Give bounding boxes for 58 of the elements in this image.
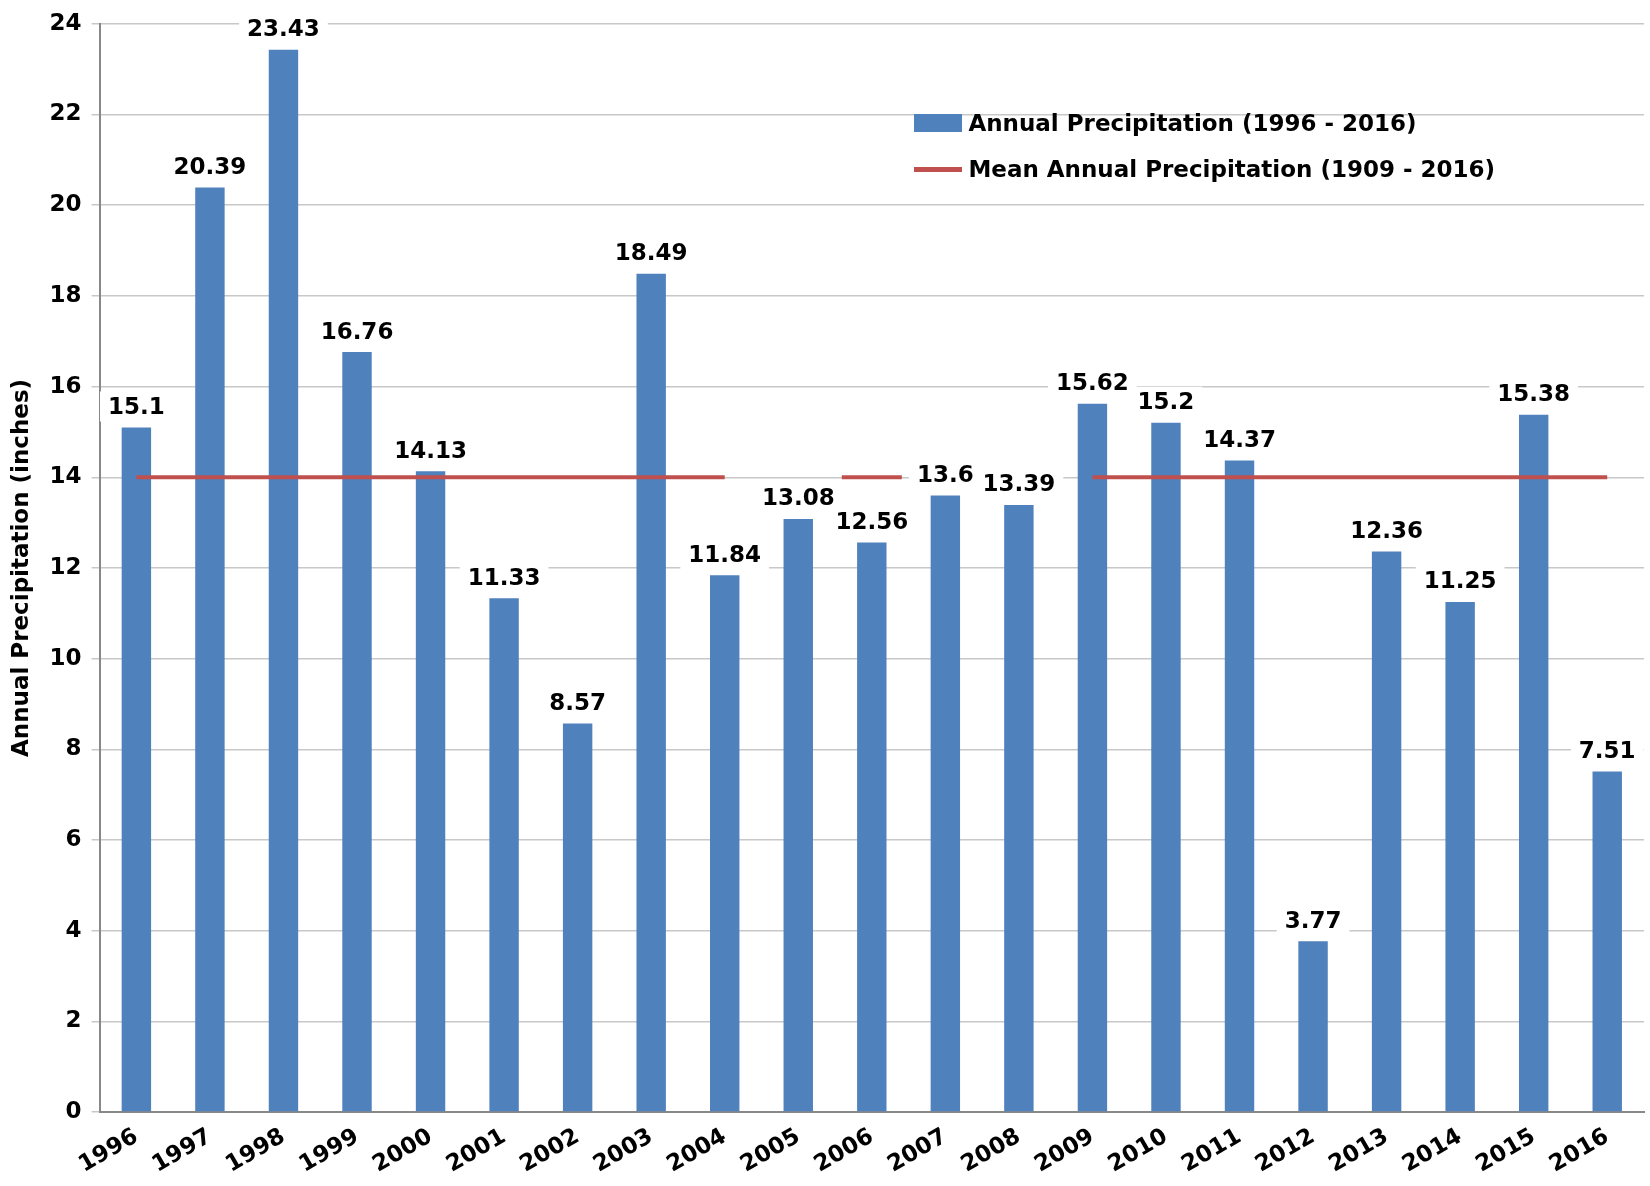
y-tick-label: 12 <box>49 552 82 579</box>
y-tick-label: 18 <box>49 280 82 307</box>
y-tick-label: 14 <box>49 462 82 489</box>
y-tick-label: 6 <box>65 824 82 851</box>
bar <box>342 352 372 1112</box>
bar <box>1518 414 1549 1112</box>
data-label: 11.25 <box>1423 567 1497 594</box>
data-label: 20.39 <box>173 152 247 179</box>
data-label: 16.76 <box>320 317 394 344</box>
y-tick-label: 4 <box>65 915 82 942</box>
y-tick-label: 8 <box>65 734 82 761</box>
bar <box>1077 403 1108 1112</box>
data-label: 15.62 <box>1056 369 1129 396</box>
bar <box>783 518 813 1112</box>
bar <box>1298 941 1328 1112</box>
bar <box>1371 551 1402 1112</box>
data-label: 13.39 <box>982 470 1056 497</box>
data-label: 14.37 <box>1203 425 1276 452</box>
bar <box>636 273 666 1112</box>
bar <box>710 575 740 1112</box>
bar <box>930 495 961 1112</box>
data-label: 7.51 <box>1578 737 1636 764</box>
bar <box>857 542 887 1112</box>
data-label: 13.08 <box>761 484 835 511</box>
bar <box>268 49 299 1112</box>
y-tick-label: 2 <box>65 1006 82 1033</box>
data-label: 15.2 <box>1137 388 1195 415</box>
bar <box>1151 422 1181 1112</box>
data-label: 12.36 <box>1350 517 1423 544</box>
bar <box>1224 460 1255 1112</box>
y-tick-label: 24 <box>49 8 82 35</box>
y-axis-title: Annual Precipitation (inches) <box>6 378 33 758</box>
data-label: 15.1 <box>108 392 165 419</box>
data-label: 11.84 <box>688 540 762 567</box>
bar <box>1592 771 1622 1112</box>
bar <box>562 723 593 1112</box>
data-label: 15.38 <box>1497 380 1571 407</box>
y-tick-label: 16 <box>49 371 82 398</box>
bar <box>1004 504 1034 1112</box>
legend-label: Mean Annual Precipitation (1909 - 2016) <box>968 156 1495 182</box>
data-label: 12.56 <box>835 508 909 535</box>
data-label: 13.6 <box>916 460 974 487</box>
legend-label: Annual Precipitation (1996 - 2016) <box>968 110 1417 136</box>
y-tick-label: 20 <box>49 190 82 217</box>
bar <box>195 187 225 1112</box>
data-label: 11.33 <box>467 563 541 590</box>
data-label: 8.57 <box>549 688 607 715</box>
bar <box>489 598 519 1112</box>
bar <box>1445 601 1475 1112</box>
bar <box>121 427 152 1112</box>
y-tick-label: 10 <box>49 643 82 670</box>
y-tick-label: 0 <box>65 1097 82 1124</box>
data-label: 23.43 <box>247 15 320 42</box>
data-label: 3.77 <box>1284 906 1342 933</box>
data-label: 18.49 <box>614 239 688 266</box>
data-label: 14.13 <box>394 436 467 463</box>
bar <box>415 471 446 1112</box>
y-tick-label: 22 <box>49 99 82 126</box>
